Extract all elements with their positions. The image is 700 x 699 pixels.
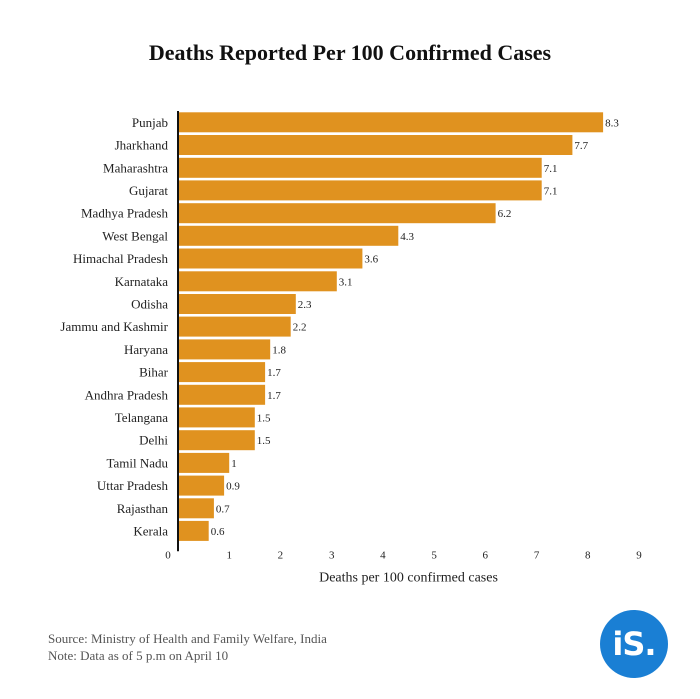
value-label: 1.7 bbox=[267, 390, 281, 402]
x-axis-title: Deaths per 100 confirmed cases bbox=[319, 570, 498, 585]
category-label: Himachal Pradesh bbox=[73, 251, 168, 266]
bar bbox=[178, 294, 296, 314]
bar bbox=[178, 180, 542, 201]
category-label: Telangana bbox=[115, 410, 168, 425]
bar-chart: Punjab 8.3 Jharkhand 7.7 Maharashtra 7.1 Gujar… bbox=[60, 111, 642, 585]
value-label: 6.2 bbox=[498, 208, 512, 220]
value-label: 4.3 bbox=[400, 231, 414, 243]
category-label: Jharkhand bbox=[115, 138, 169, 153]
bar bbox=[178, 339, 271, 360]
footer-notes: Source: Ministry of Health and Family We… bbox=[48, 630, 327, 664]
value-label: 2.3 bbox=[298, 299, 312, 311]
x-tick-label: 9 bbox=[636, 549, 642, 561]
chart-title: Deaths Reported Per 100 Confirmed Cases bbox=[148, 40, 552, 65]
bar bbox=[178, 225, 399, 246]
value-label: 3.1 bbox=[339, 276, 353, 288]
bar bbox=[178, 520, 209, 541]
value-label: 8.3 bbox=[605, 117, 619, 129]
value-label: 1 bbox=[231, 458, 237, 470]
brand-logo: iS. bbox=[600, 610, 668, 678]
category-label: Haryana bbox=[124, 342, 168, 357]
bar bbox=[178, 271, 337, 292]
bar bbox=[178, 157, 542, 178]
bar bbox=[178, 316, 291, 337]
bar bbox=[178, 498, 214, 519]
x-tick-label: 3 bbox=[329, 549, 335, 561]
category-label: Rajasthan bbox=[117, 501, 169, 516]
x-tick-label: 1 bbox=[226, 549, 232, 561]
value-label: 7.7 bbox=[574, 140, 588, 152]
value-label: 1.5 bbox=[257, 412, 271, 424]
category-label: Uttar Pradesh bbox=[97, 478, 169, 493]
value-label: 7.1 bbox=[544, 185, 558, 197]
bar bbox=[178, 452, 230, 473]
category-label: Delhi bbox=[139, 433, 168, 448]
value-label: 1.5 bbox=[257, 435, 271, 447]
category-label: Tamil Nadu bbox=[106, 455, 168, 470]
category-label: Karnataka bbox=[115, 274, 169, 289]
category-label: Madhya Pradesh bbox=[81, 206, 169, 221]
category-label: West Bengal bbox=[102, 228, 168, 243]
category-label: Bihar bbox=[139, 365, 169, 380]
x-tick-label: 4 bbox=[380, 549, 386, 561]
value-label: 0.9 bbox=[226, 481, 240, 493]
category-label: Odisha bbox=[131, 297, 168, 312]
x-tick-label: 6 bbox=[483, 549, 489, 561]
x-tick-label: 8 bbox=[585, 549, 591, 561]
category-label: Kerala bbox=[133, 523, 168, 538]
x-tick-label: 0 bbox=[165, 549, 171, 561]
bar bbox=[178, 112, 604, 133]
value-label: 1.8 bbox=[272, 344, 286, 356]
category-label: Andhra Pradesh bbox=[85, 387, 169, 402]
bar bbox=[178, 203, 496, 224]
value-label: 7.1 bbox=[544, 163, 558, 175]
x-tick-label: 2 bbox=[278, 549, 284, 561]
x-tick-label: 7 bbox=[534, 549, 540, 561]
note-text: Note: Data as of 5 p.m on April 10 bbox=[48, 648, 229, 663]
bar bbox=[178, 407, 255, 428]
bar bbox=[178, 135, 573, 155]
category-label: Gujarat bbox=[129, 183, 168, 198]
category-label: Punjab bbox=[132, 115, 168, 130]
value-label: 0.7 bbox=[216, 503, 230, 515]
category-label: Jammu and Kashmir bbox=[60, 319, 168, 334]
value-label: 2.2 bbox=[293, 322, 307, 334]
bar bbox=[178, 475, 225, 496]
x-tick-label: 5 bbox=[431, 549, 437, 561]
value-label: 0.6 bbox=[211, 526, 225, 538]
category-label: Maharashtra bbox=[103, 160, 168, 175]
bar bbox=[178, 362, 266, 383]
value-label: 3.6 bbox=[364, 254, 378, 266]
value-label: 1.7 bbox=[267, 367, 281, 379]
bar bbox=[178, 248, 363, 269]
bar bbox=[178, 430, 255, 451]
bar bbox=[178, 384, 266, 405]
source-text: Source: Ministry of Health and Family We… bbox=[48, 631, 327, 646]
